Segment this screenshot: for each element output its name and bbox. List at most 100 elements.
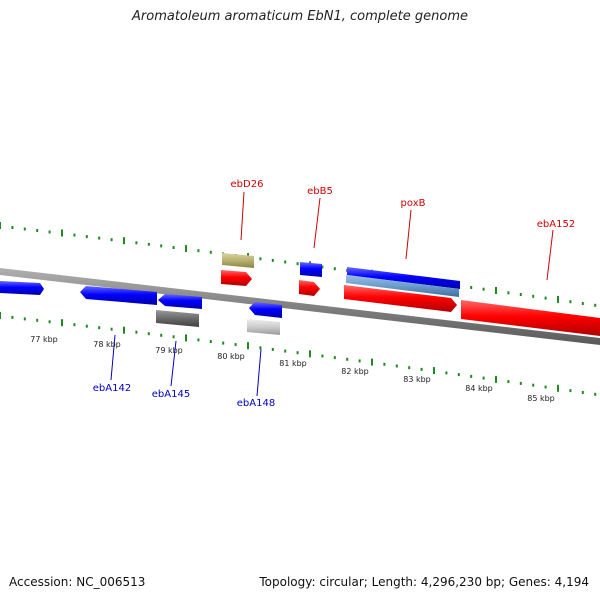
minor-tick: [172, 335, 175, 339]
minor-tick: [85, 324, 88, 328]
label-group-poxB: poxB: [401, 198, 426, 260]
minor-tick: [519, 381, 522, 385]
minor-tick: [296, 351, 299, 355]
minor-tick: [209, 340, 212, 343]
minor-tick: [197, 338, 200, 342]
minor-tick: [395, 364, 398, 368]
minor-tick: [333, 267, 336, 271]
scale-label-83kbp: 83 kbp: [403, 375, 431, 384]
minor-tick: [135, 241, 138, 245]
minor-tick: [470, 286, 473, 289]
minor-tick: [333, 356, 336, 360]
major-tick: [433, 367, 435, 375]
gene-poxB: [344, 285, 457, 312]
minor-tick: [594, 303, 597, 307]
minor-tick: [48, 230, 51, 234]
major-tick: [0, 222, 1, 229]
minor-tick: [160, 333, 163, 337]
minor-tick: [569, 389, 572, 393]
gene-ebD26: [221, 270, 252, 286]
minor-tick: [36, 229, 39, 232]
feature-dark-gray: [156, 310, 199, 327]
minor-tick: [532, 294, 535, 298]
minor-tick: [209, 250, 212, 254]
tick-row-lower: [0, 312, 597, 396]
minor-tick: [234, 343, 237, 347]
major-tick: [371, 358, 373, 366]
gene-label-ebA142: ebA142: [93, 383, 131, 394]
minor-tick: [321, 354, 324, 358]
scale-label-81kbp: 81 kbp: [279, 359, 307, 368]
major-tick: [123, 237, 125, 245]
gene-ebA148: [249, 302, 282, 318]
minor-tick: [594, 392, 597, 396]
gene-reverse-1: [0, 281, 44, 295]
accession-text: Accession: NC_006513: [9, 575, 146, 589]
minor-tick: [147, 242, 150, 246]
minor-tick: [85, 235, 88, 239]
minor-tick: [482, 376, 485, 380]
gene-ebA142: [80, 286, 157, 305]
gene-label-ebD26: ebD26: [231, 179, 264, 190]
label-group-ebA142: ebA142: [93, 334, 131, 394]
major-tick: [557, 295, 559, 303]
minor-tick: [296, 262, 299, 266]
minor-tick: [321, 265, 324, 269]
scale-label-77kbp: 77 kbp: [30, 335, 58, 344]
minor-tick: [581, 302, 584, 305]
gene-poxB-steel: [346, 275, 459, 297]
minor-tick: [48, 320, 51, 324]
minor-tick: [408, 366, 411, 370]
minor-tick: [73, 233, 76, 237]
minor-tick: [98, 236, 101, 240]
minor-tick: [222, 341, 225, 345]
label-group-ebA145: ebA145: [152, 340, 190, 400]
minor-tick: [544, 385, 547, 389]
minor-tick: [383, 362, 386, 366]
major-tick: [247, 342, 249, 350]
minor-tick: [569, 300, 572, 304]
minor-tick: [147, 332, 150, 336]
gene-ebB5-partner: [300, 262, 322, 277]
gene-label-poxB: poxB: [401, 198, 426, 209]
minor-tick: [110, 238, 113, 242]
major-tick: [185, 245, 187, 253]
major-tick: [495, 375, 497, 383]
topology-text: Topology: circular; Length: 4,296,230 bp…: [259, 575, 589, 589]
minor-tick: [259, 257, 262, 261]
gene-label-ebA145: ebA145: [152, 389, 190, 400]
minor-tick: [482, 287, 485, 291]
major-tick: [557, 384, 559, 392]
minor-tick: [507, 291, 510, 295]
minor-tick: [160, 244, 163, 248]
minor-tick: [457, 373, 460, 377]
minor-tick: [284, 260, 287, 264]
minor-tick: [110, 327, 113, 331]
major-tick: [123, 326, 125, 334]
minor-tick: [519, 293, 522, 296]
scale-label-78kbp: 78 kbp: [93, 340, 121, 349]
feature-olive: [222, 253, 254, 268]
minor-tick: [284, 349, 287, 353]
minor-tick: [346, 357, 349, 361]
scale-label-79kbp: 79 kbp: [155, 346, 183, 355]
genome-backbone: [0, 268, 600, 345]
minor-tick: [544, 296, 547, 300]
gene-ebA152: [461, 300, 600, 336]
minor-tick: [135, 330, 138, 334]
gene-ebB5: [299, 280, 320, 296]
major-tick: [61, 229, 63, 237]
minor-tick: [197, 249, 200, 253]
scale-label-84kbp: 84 kbp: [465, 384, 493, 393]
minor-tick: [271, 258, 274, 262]
major-tick: [309, 350, 311, 358]
feature-light-gray: [247, 319, 280, 335]
minor-tick: [23, 317, 26, 321]
minor-tick: [271, 347, 274, 351]
gene-poxB-blue: [347, 267, 460, 289]
label-group-ebB5: ebB5: [307, 186, 333, 249]
minor-tick: [11, 226, 14, 229]
minor-tick: [358, 359, 361, 363]
major-tick: [185, 334, 187, 342]
